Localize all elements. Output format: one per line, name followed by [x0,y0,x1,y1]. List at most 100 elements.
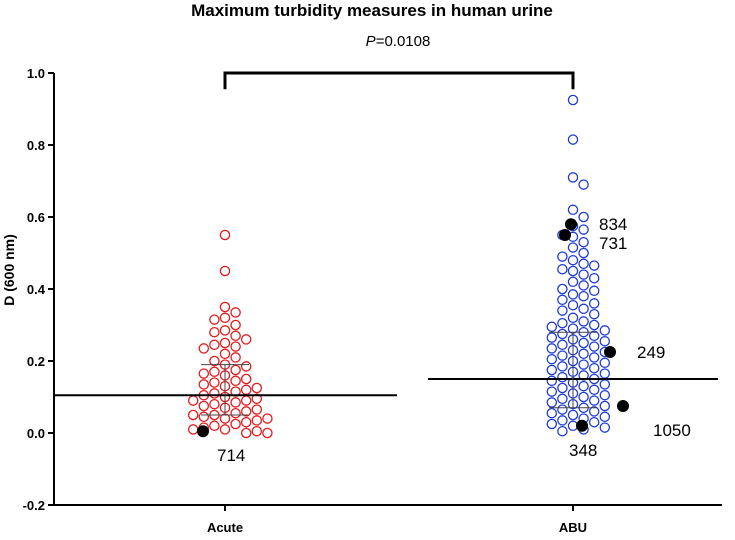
data-point [557,305,568,316]
data-point [578,337,589,349]
data-point [209,366,220,378]
data-point [588,319,600,331]
data-point [557,404,568,415]
data-point [599,368,611,379]
data-point [198,400,210,412]
data-point [567,204,579,216]
data-point [578,316,589,327]
data-point [578,224,589,235]
y-tick-label: 0.2 [27,354,45,369]
data-point [240,384,252,396]
data-point [567,94,579,106]
highlighted-point [617,400,629,412]
data-point [557,361,568,372]
data-point [240,406,252,417]
data-point [230,418,241,430]
data-point [578,359,589,370]
p-value-number: =0.0108 [376,33,431,50]
data-point [557,371,568,383]
y-tick-label: 1.0 [27,66,45,81]
data-point [262,427,273,439]
y-tick-label: 0.8 [27,138,45,153]
data-point [251,404,263,415]
data-point [599,400,611,412]
data-point [567,265,579,277]
highlighted-point [197,425,209,438]
data-point [578,348,589,360]
data-point [230,375,241,387]
data-point [546,397,558,408]
p-value-italic: P [366,33,376,50]
highlighted-point [559,229,571,241]
data-point [251,393,263,405]
axes: -0.2 0.0 0.2 0.4 0.6 0.8 1.0 [23,66,722,513]
data-point [599,325,611,336]
data-point [209,326,220,338]
data-point [209,339,220,351]
data-point [251,382,263,394]
summary-lines [53,331,718,416]
data-point [578,303,589,315]
data-point [557,350,568,361]
data-point [546,343,558,354]
data-point [567,299,579,311]
highlight-label: 731 [599,234,627,253]
data-point [546,353,558,365]
data-point [557,415,568,426]
y-tick-label: -0.2 [23,498,45,513]
data-point [588,298,600,309]
data-point [557,382,568,394]
data-point [219,337,231,349]
highlight-label: 714 [217,446,245,465]
data-point [578,280,589,291]
data-point [588,395,600,406]
data-point [251,425,263,437]
data-point [219,348,231,360]
data-point [240,395,252,406]
data-point [262,413,273,424]
data-point [546,375,558,387]
data-point [219,265,231,277]
comparison-bracket: P=0.0108 [223,33,575,90]
data-point [588,352,600,363]
category-label-abu: ABU [559,520,587,535]
data-point [240,334,252,345]
highlight-label: 249 [637,343,665,362]
data-point [599,389,611,401]
highlight-label: 834 [599,215,627,234]
data-point [578,269,589,280]
y-tick-label: 0.6 [27,210,45,225]
data-point [219,229,231,241]
data-point [557,283,568,295]
data-point [588,341,600,352]
data-point [240,373,252,385]
data-point [578,258,589,270]
data-point [567,134,579,145]
data-point [187,424,199,435]
data-point [230,364,241,376]
data-point [578,290,589,302]
data-point [578,380,589,392]
data-point [209,388,220,399]
data-point [187,395,199,406]
data-point [588,308,600,320]
data-point [578,247,589,259]
data-point [546,418,558,430]
data-points [187,94,611,439]
data-point [219,424,231,435]
data-point [230,307,241,318]
data-point [588,330,600,342]
highlight-label: 1050 [653,421,691,440]
data-point [219,325,231,336]
data-point [557,251,568,262]
data-point [557,328,568,340]
p-value-label: P=0.0108 [366,33,431,50]
data-point [209,398,220,410]
data-point [567,276,579,288]
highlighted-point [565,218,577,231]
data-point [230,341,241,352]
y-tick-label: 0.0 [27,426,45,441]
data-point [599,422,611,433]
data-point [209,314,220,325]
data-point [599,379,611,390]
